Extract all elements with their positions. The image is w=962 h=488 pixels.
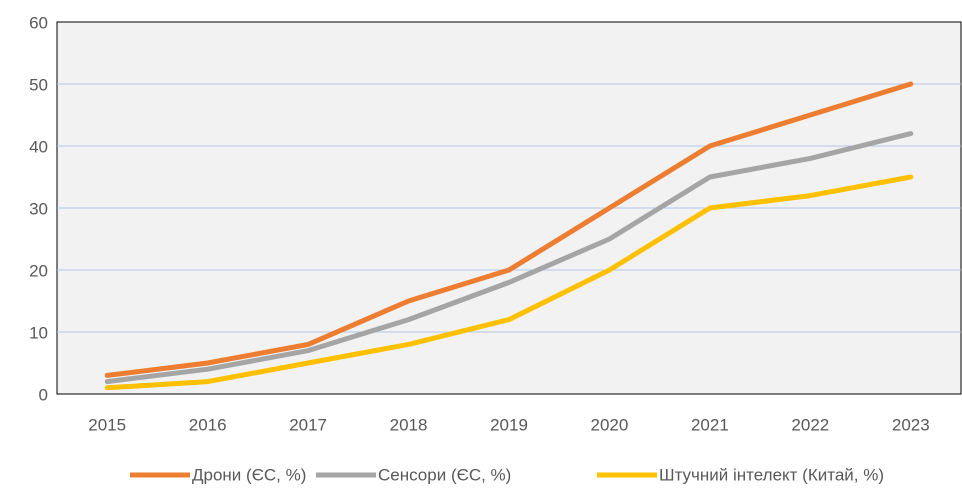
- legend-label: Дрони (ЄС, %): [192, 465, 306, 484]
- y-tick-label: 30: [29, 199, 48, 218]
- series-line: [104, 174, 914, 391]
- x-tick-label: 2015: [88, 415, 126, 434]
- x-tick-label: 2023: [892, 415, 930, 434]
- y-tick-label: 50: [29, 75, 48, 94]
- x-tick-label: 2022: [791, 415, 829, 434]
- y-tick-label: 0: [39, 385, 48, 404]
- x-tick-label: 2018: [390, 415, 428, 434]
- x-tick-label: 2016: [189, 415, 227, 434]
- series-line: [104, 131, 914, 385]
- x-tick-label: 2020: [591, 415, 629, 434]
- legend-label: Сенсори (ЄС, %): [378, 465, 511, 484]
- y-tick-label: 10: [29, 323, 48, 342]
- x-tick-label: 2017: [289, 415, 327, 434]
- y-tick-label: 60: [29, 13, 48, 32]
- legend-label: Штучний інтелект (Китай, %): [659, 465, 884, 484]
- y-tick-label: 20: [29, 261, 48, 280]
- y-tick-label: 40: [29, 137, 48, 156]
- x-tick-label: 2021: [691, 415, 729, 434]
- x-tick-label: 2019: [490, 415, 528, 434]
- series-line: [104, 81, 914, 378]
